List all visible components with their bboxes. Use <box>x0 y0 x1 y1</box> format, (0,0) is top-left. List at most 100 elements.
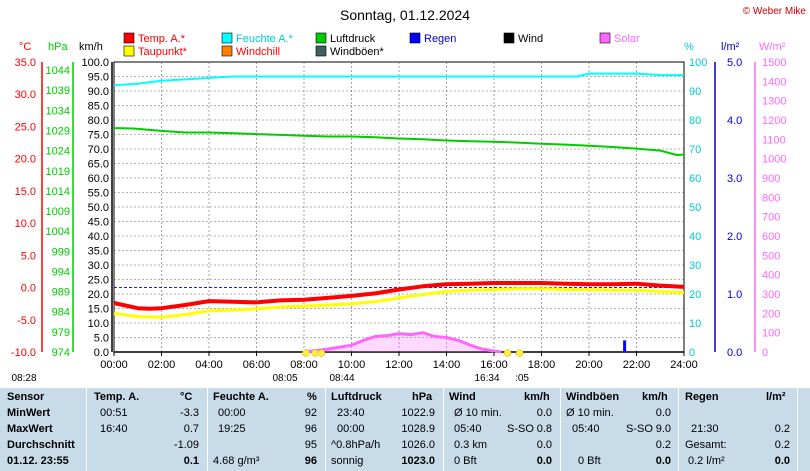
x-tick-label: 20:00 <box>575 359 603 371</box>
left-axes: °C hPa km/h 35.0 30.0 25.0 20.0 15.0 10.0 5.0 0.0 -… <box>11 41 756 359</box>
temp-tick-label: 5.0 <box>21 250 36 262</box>
humidity-tick-label: 10 <box>689 318 701 330</box>
x-tick-label: 00:00 <box>100 359 128 371</box>
solar-tick-label: 300 <box>762 289 780 301</box>
wind-tick-label: 95.0 <box>88 72 109 84</box>
humidity-tick-label: 50 <box>689 202 701 214</box>
max-gust-time: 05:40 <box>572 423 600 435</box>
header-gust-unit: km/h <box>642 391 668 403</box>
pressure-tick-label: 1044 <box>46 65 70 77</box>
pressure-tick-label: 984 <box>52 307 70 319</box>
x-tick-label: 04:00 <box>195 359 223 371</box>
temp-tick-label: 0.0 <box>21 283 36 295</box>
solar-tick-label: 1500 <box>762 57 786 69</box>
wind-tick-label: 60.0 <box>88 173 109 185</box>
humidity-axis-unit: % <box>684 41 694 53</box>
max-temp-time: 16:40 <box>100 423 128 435</box>
wind-tick-label: 100.0 <box>81 57 109 69</box>
table-row-average: Durchschnitt -1.09 95 ^0.8hPa/h 1026.0 0… <box>0 438 810 453</box>
wind-axis-unit: km/h <box>79 41 103 53</box>
solar-tick-label: 800 <box>762 192 780 204</box>
header-rain: Regen <box>685 391 719 403</box>
temp-tick-label: 25.0 <box>15 121 36 133</box>
x-tick-label: 08:00 <box>290 359 318 371</box>
max-hum-time: 19:25 <box>218 423 246 435</box>
min-temp-time: 00:51 <box>100 407 128 419</box>
x-tick-label: 22:00 <box>623 359 651 371</box>
row-label: MinWert <box>7 407 51 419</box>
wind-tick-label: 55.0 <box>88 188 109 200</box>
series-line-temp-a <box>113 281 685 311</box>
humidity-tick-label: 100 <box>689 57 707 69</box>
x-tick-label: 10:00 <box>338 359 366 371</box>
sun-time-label: 08:44 <box>329 373 354 384</box>
pressure-tick-label: 1019 <box>46 166 70 178</box>
rain-tick-label: 4.0 <box>727 115 742 127</box>
legend-label: Solar <box>614 33 640 45</box>
max-gust-value: 9.0 <box>655 423 671 435</box>
wind-tick-label: 70.0 <box>88 144 109 156</box>
header-humidity: Feuchte A. <box>213 391 269 403</box>
temp-tick-label: 15.0 <box>15 186 36 198</box>
solar-tick-label: 1100 <box>762 134 786 146</box>
humidity-tick-label: 60 <box>689 173 701 185</box>
solar-tick-label: 200 <box>762 308 780 320</box>
pressure-tick-label: 999 <box>52 246 70 258</box>
header-temp: Temp. A. <box>94 391 140 403</box>
column-separator <box>560 388 561 471</box>
table-row-current: 01.12. 23:55 0.1 4.68 g/m³ 96 sonnig 102… <box>0 454 810 469</box>
header-pressure: Luftdruck <box>331 391 382 403</box>
solar-axis-unit: W/m² <box>759 41 786 53</box>
avg-gust-value: 0.2 <box>655 439 671 451</box>
legend: Temp. A.* Feuchte A.* Luftdruck Regen Wind So… <box>123 32 640 58</box>
current-wind-value: 0.0 <box>536 455 552 467</box>
column-separator <box>207 388 208 471</box>
wind-distance: 0.3 km <box>454 439 488 451</box>
min-press-time: 23:40 <box>337 407 365 419</box>
current-temp-value: 0.1 <box>183 455 199 467</box>
max-rain-time: 21:30 <box>691 423 719 435</box>
humidity-tick-label: 30 <box>689 260 701 272</box>
max-wind-value: 0.8 <box>536 423 552 435</box>
min-wind-value: 0.0 <box>536 407 552 419</box>
pressure-tick-label: 1034 <box>46 105 70 117</box>
wind-tick-label: 35.0 <box>88 246 109 258</box>
header-gust: Windböen <box>566 391 620 403</box>
solar-tick-label: 1300 <box>762 96 786 108</box>
rain-tick-label: 5.0 <box>727 57 742 69</box>
legend-swatch <box>315 32 327 44</box>
solar-tick-label: 1200 <box>762 115 786 127</box>
wind-tick-label: 40.0 <box>88 231 109 243</box>
current-wind-bft: 0 Bft <box>454 455 477 467</box>
solar-area <box>304 332 502 352</box>
legend-label: Windböen* <box>330 46 385 58</box>
pressure-tick-label: 1039 <box>46 85 70 97</box>
legend-label: Taupunkt* <box>138 46 188 58</box>
min-wind-label: Ø 10 min. <box>454 407 502 419</box>
min-temp-value: -3.3 <box>180 407 199 419</box>
wind-tick-label: 65.0 <box>88 159 109 171</box>
temp-tick-label: 30.0 <box>15 89 36 101</box>
wind-tick-label: 25.0 <box>88 275 109 287</box>
temp-tick-label: -5.0 <box>17 315 36 327</box>
x-tick-label: 16:00 <box>480 359 508 371</box>
solar-tick-label: 1400 <box>762 76 786 88</box>
solar-tick-label: 900 <box>762 173 780 185</box>
legend-swatch <box>123 32 135 44</box>
column-separator <box>443 388 444 471</box>
current-gust-value: 0.0 <box>655 455 671 467</box>
pressure-tick-label: 1024 <box>46 146 70 158</box>
avg-wind-value: 0.0 <box>536 439 552 451</box>
max-rain-value: 0.2 <box>774 423 790 435</box>
x-tick-label: 06:00 <box>243 359 271 371</box>
avg-hum-value: 95 <box>304 439 317 451</box>
rain-axis-unit: l/m² <box>721 41 740 53</box>
min-hum-value: 92 <box>304 407 317 419</box>
max-temp-value: 0.7 <box>183 423 199 435</box>
humidity-tick-label: 90 <box>689 86 701 98</box>
sun-time-label: 08:05 <box>272 373 297 384</box>
legend-swatch <box>315 45 327 57</box>
sun-icon <box>503 349 512 357</box>
series-line-taupunkt <box>113 287 685 319</box>
